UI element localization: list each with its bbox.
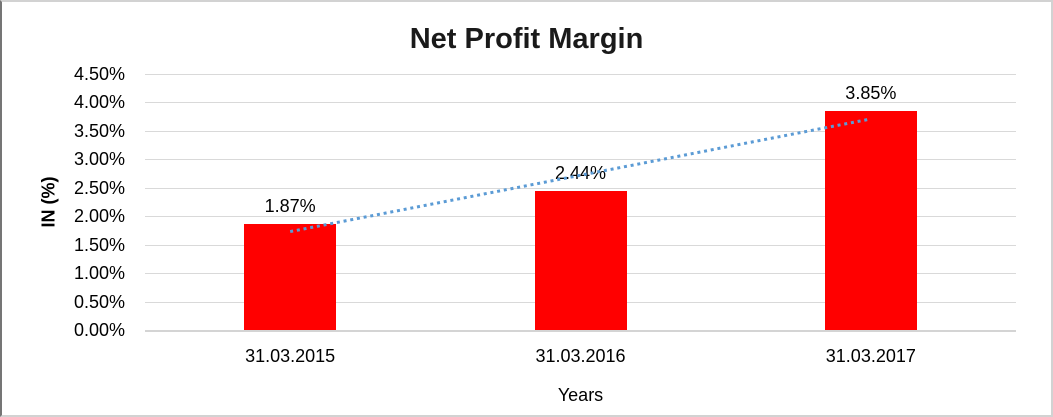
chart-title: Net Profit Margin [409,23,644,55]
gridline [145,102,1016,104]
y-tick-label: 4.00% [73,92,125,113]
gridline [145,130,1016,132]
gridline [145,74,1016,75]
trendline [289,117,872,234]
y-tick-label: 0.50% [73,291,125,312]
y-tick-label: 4.50% [73,64,125,84]
trendline-segment [289,117,872,234]
gridline [145,159,1016,161]
gridline [145,187,1016,189]
y-tick-label: 3.00% [73,149,125,170]
y-tick-label: 0.00% [73,320,125,340]
bar-value-label: 2.44% [554,163,607,184]
y-tick-label: 2.00% [73,206,125,227]
y-tick-label: 1.50% [73,234,125,255]
x-tick-label: 31.03.2016 [535,346,626,366]
y-tick-label: 1.00% [73,263,125,284]
x-axis-title: Years [557,385,604,405]
bar-value-label: 3.85% [845,82,897,103]
bar-value-label: 1.87% [264,195,316,216]
bar-31.03.2016 [534,191,627,330]
y-tick-label: 3.50% [73,120,125,141]
x-tick-label: 31.03.2015 [245,346,336,366]
y-axis-title: IN (%) [38,176,59,228]
x-axis-line [145,330,1016,332]
x-tick-label: 31.03.2017 [825,346,916,366]
bar-31.03.2017 [824,110,917,330]
bar-31.03.2015 [244,223,337,330]
plot-area: 1.87% 2.44% 3.85% [145,74,1016,332]
y-tick-label: 2.50% [73,177,125,198]
